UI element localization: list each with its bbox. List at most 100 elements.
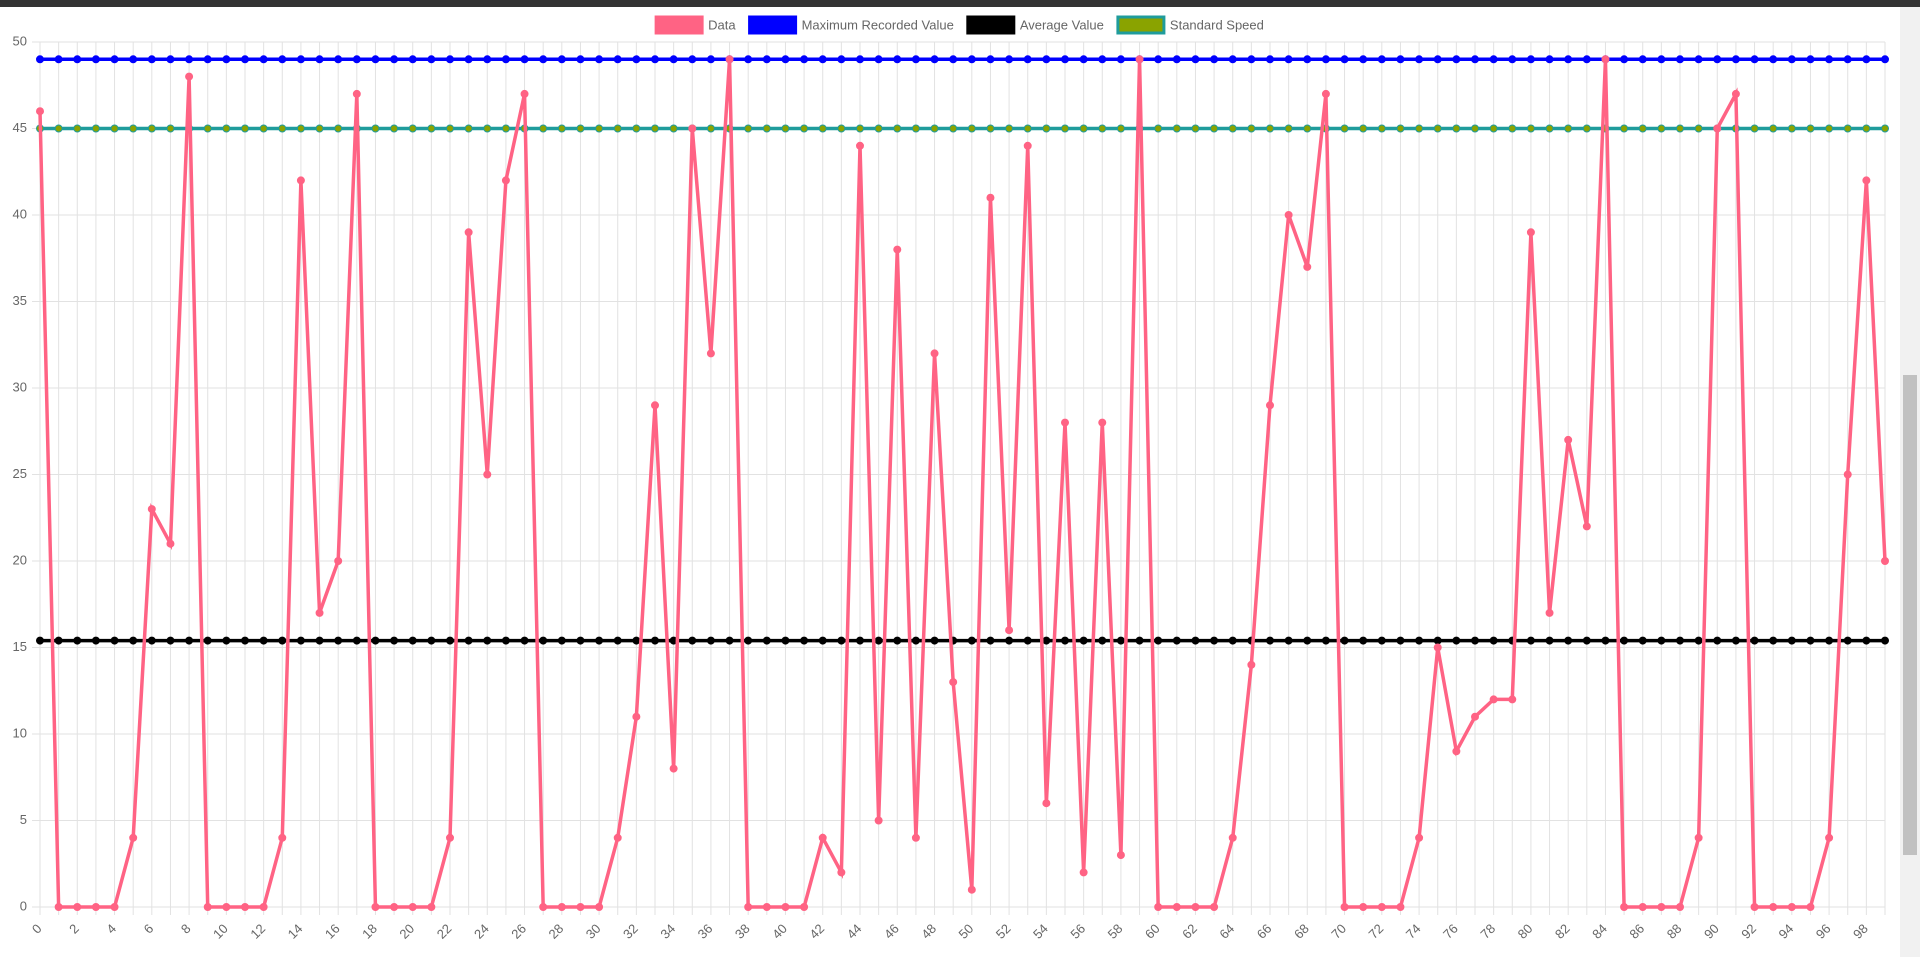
data-point <box>1359 124 1368 133</box>
data-point <box>1098 418 1107 427</box>
data-point <box>371 55 380 64</box>
data-point <box>1638 55 1647 64</box>
x-tick-label: 52 <box>993 921 1014 942</box>
y-tick-label: 35 <box>13 293 27 308</box>
data-point <box>706 55 715 64</box>
data-point <box>1713 124 1722 133</box>
data-point <box>1247 124 1256 133</box>
data-point <box>1489 55 1498 64</box>
data-point <box>1415 124 1424 133</box>
data-point <box>1321 55 1330 64</box>
x-tick-label: 88 <box>1664 921 1685 942</box>
x-tick-label: 48 <box>918 921 939 942</box>
x-tick-label: 8 <box>178 921 194 937</box>
data-point <box>1042 124 1051 133</box>
data-point <box>203 636 212 645</box>
data-point <box>1266 636 1274 645</box>
scrollbar-thumb[interactable] <box>1903 375 1917 855</box>
x-tick-label: 96 <box>1813 921 1834 942</box>
data-point <box>1061 636 1069 645</box>
data-point <box>1377 636 1386 645</box>
data-point <box>911 55 920 64</box>
data-point <box>278 55 287 64</box>
data-point <box>1787 903 1796 911</box>
legend-swatch <box>748 15 798 35</box>
data-point <box>706 636 715 645</box>
data-point <box>1825 124 1834 133</box>
y-tick-label: 10 <box>13 725 27 740</box>
data-point <box>91 55 100 64</box>
data-point <box>520 636 529 645</box>
data-point <box>1098 124 1107 133</box>
data-point <box>651 55 659 64</box>
data-point <box>1787 55 1796 64</box>
data-point <box>613 636 622 645</box>
data-point <box>1806 636 1815 645</box>
data-point <box>408 55 417 64</box>
data-point <box>1564 636 1573 645</box>
data-point <box>911 124 920 133</box>
data-point <box>1172 636 1181 645</box>
data-point <box>930 349 939 358</box>
data-point <box>967 124 976 133</box>
data-point <box>744 636 753 645</box>
data-point <box>73 903 82 911</box>
data-point <box>1657 124 1666 133</box>
data-point <box>1713 636 1722 645</box>
data-point <box>371 636 380 645</box>
data-point <box>1750 124 1759 133</box>
data-point <box>1676 55 1684 64</box>
data-point <box>1321 89 1330 98</box>
data-point <box>1620 55 1629 64</box>
data-point <box>1079 636 1088 645</box>
data-point <box>36 107 44 116</box>
data-point <box>986 55 995 64</box>
data-point <box>1508 124 1517 133</box>
data-point <box>1061 124 1069 133</box>
data-point <box>1881 557 1889 565</box>
data-point <box>1396 124 1405 133</box>
data-point <box>986 124 995 133</box>
data-point <box>1005 636 1014 645</box>
data-point <box>166 124 175 133</box>
data-point <box>893 636 902 645</box>
data-point <box>91 124 100 133</box>
x-tick-label: 98 <box>1850 921 1871 942</box>
data-point <box>706 124 715 133</box>
data-point <box>1061 418 1069 427</box>
data-point <box>1042 799 1051 808</box>
data-point <box>557 124 566 133</box>
data-point <box>1657 55 1666 64</box>
data-point <box>203 903 212 911</box>
y-tick-label: 30 <box>13 379 27 394</box>
data-point <box>818 636 827 645</box>
data-point <box>352 636 361 645</box>
data-point <box>1657 636 1666 645</box>
data-point <box>1116 124 1125 133</box>
data-point <box>1769 55 1778 64</box>
data-point <box>147 124 156 133</box>
data-point <box>1079 55 1088 64</box>
data-point <box>1433 55 1442 64</box>
data-point <box>837 55 846 64</box>
data-point <box>1620 903 1629 911</box>
y-tick-label: 0 <box>20 898 27 913</box>
x-tick-label: 62 <box>1179 921 1200 942</box>
data-point <box>1210 55 1219 64</box>
x-tick-label: 14 <box>285 921 306 942</box>
data-point <box>334 636 343 645</box>
data-point <box>483 636 492 645</box>
data-point <box>651 636 659 645</box>
data-point <box>1321 636 1330 645</box>
data-point <box>1042 55 1051 64</box>
y-tick-label: 45 <box>13 120 27 135</box>
data-point <box>1210 636 1219 645</box>
data-point <box>73 55 82 64</box>
data-point <box>1676 903 1684 911</box>
y-tick-label: 15 <box>13 639 27 654</box>
data-point <box>129 636 138 645</box>
data-point <box>800 636 809 645</box>
legend: Data Maximum Recorded Value Average Value S… <box>654 15 1264 35</box>
data-point <box>1303 124 1312 133</box>
